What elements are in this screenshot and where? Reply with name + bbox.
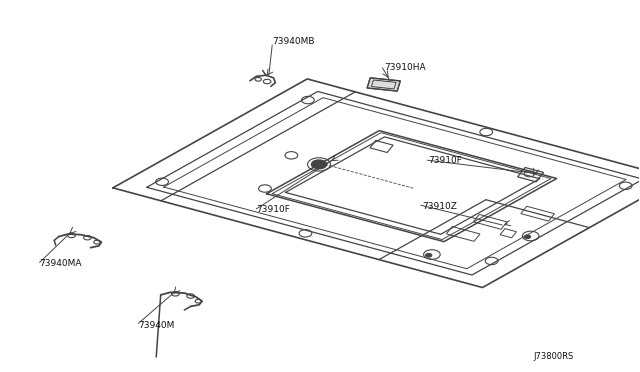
Circle shape [426,253,432,257]
Text: 73910HA: 73910HA [384,63,426,72]
Circle shape [524,235,531,238]
Text: 73910Z: 73910Z [422,202,457,211]
Text: J73800RS: J73800RS [534,352,573,361]
Text: 73940MA: 73940MA [40,259,82,268]
Text: 73910F: 73910F [256,205,290,215]
Text: 73910F: 73910F [428,156,462,166]
Text: 73940M: 73940M [138,321,175,330]
Text: 73940MB: 73940MB [272,37,315,46]
Circle shape [312,160,326,169]
Polygon shape [367,78,401,91]
